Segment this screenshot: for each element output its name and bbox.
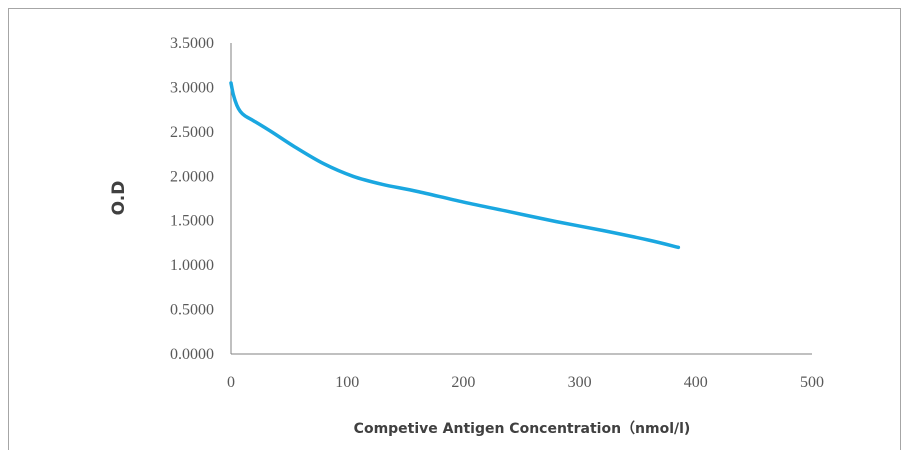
y-tick-label: 3.0000	[170, 79, 214, 96]
y-tick-label: 3.5000	[170, 35, 214, 52]
x-axis-title: Competive Antigen Concentration（nmol/l)	[354, 421, 691, 437]
y-tick-label: 1.5000	[170, 213, 214, 230]
y-axis-title: O.D	[109, 181, 129, 216]
x-tick-label: 400	[684, 374, 708, 391]
y-tick-label: 2.5000	[170, 124, 214, 141]
x-axis: 0 100 200 300 400 500	[227, 353, 824, 391]
chart-frame	[8, 8, 901, 450]
y-tick-label: 2.0000	[170, 168, 214, 185]
x-tick-label: 0	[227, 374, 235, 391]
y-axis: 0.0000 0.5000 1.0000 1.5000 2.0000 2.5000 3.00…	[170, 35, 232, 363]
x-tick-label: 100	[335, 374, 359, 391]
y-tick-label: 0.0000	[170, 346, 214, 363]
x-tick-label: 300	[568, 374, 592, 391]
x-tick-label: 200	[451, 374, 475, 391]
series-group	[229, 81, 681, 250]
x-tick-label: 500	[800, 374, 824, 391]
y-tick-label: 0.5000	[170, 302, 214, 319]
y-tick-label: 1.0000	[170, 257, 214, 274]
series-line-0	[229, 81, 681, 250]
